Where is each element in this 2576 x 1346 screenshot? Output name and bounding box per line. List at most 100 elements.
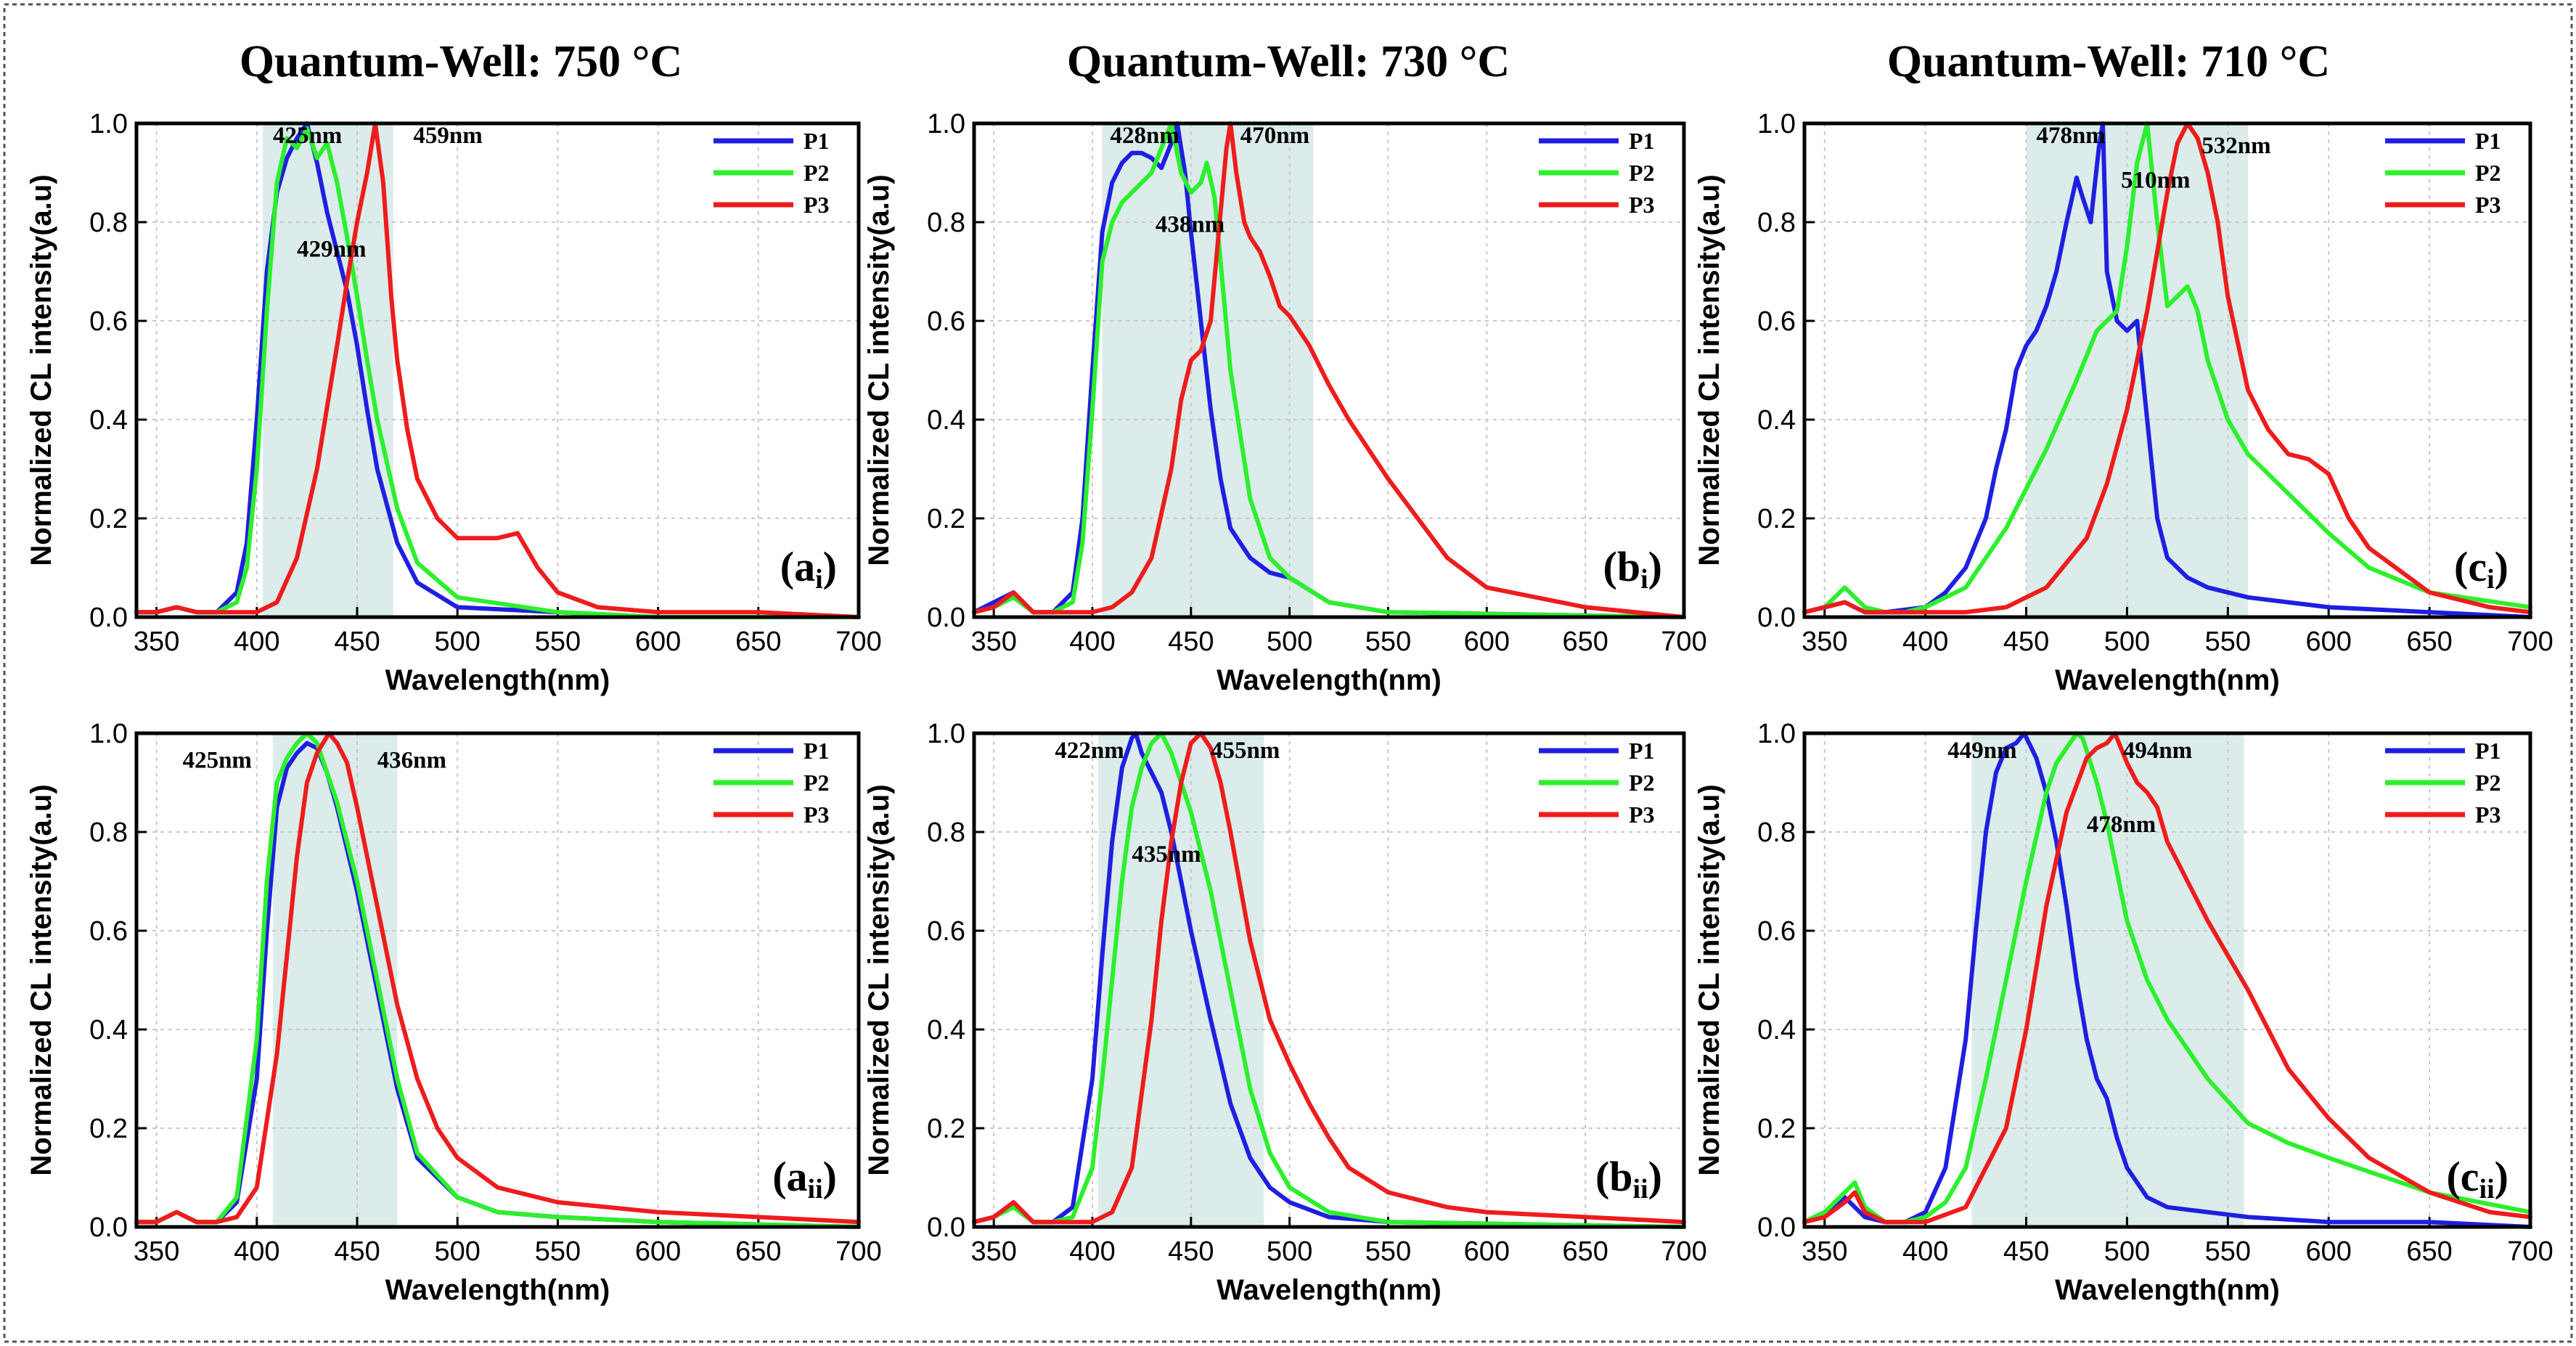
series-line-p1 (972, 121, 1686, 619)
panel-label-close: ) (2495, 543, 2508, 590)
peak-annotation: 449nm (1947, 738, 2016, 764)
y-tick-label: 0.0 (927, 1212, 965, 1243)
x-axis-label: Wavelength(nm) (385, 664, 610, 696)
panel-label-close: ) (1648, 543, 1662, 590)
x-tick-label: 350 (134, 1236, 179, 1267)
x-tick-label: 550 (1365, 1236, 1411, 1267)
chart-panel-a-ii: 350 400 450 500 550 600 650 700 0.0 0.2 0.4 0.6 0.8 1… (25, 719, 882, 1306)
x-tick-label: 500 (435, 627, 481, 657)
x-axis-label: Wavelength(nm) (2055, 1274, 2280, 1306)
plot-border (972, 121, 1686, 619)
x-tick-label: 650 (735, 1236, 781, 1267)
legend-label-p1: P1 (804, 128, 830, 154)
chart-panel-c-i: 350 400 450 500 550 600 650 700 0.0 0.2 0.4 0.6 0.8 1… (1693, 109, 2553, 696)
peak-annotation: 428nm (1110, 123, 1179, 149)
y-tick-label: 0.0 (89, 1212, 128, 1243)
x-tick-label: 450 (334, 627, 380, 657)
peak-annotation: 459nm (413, 123, 482, 149)
y-tick-label: 0.4 (89, 405, 128, 436)
y-tick-label: 1.0 (89, 719, 128, 749)
x-tick-label: 550 (2205, 1236, 2251, 1267)
y-tick-label: 0.2 (927, 504, 965, 534)
x-tick-label: 650 (2406, 627, 2452, 657)
x-tick-label: 400 (1069, 1236, 1115, 1267)
plot-border (134, 121, 861, 619)
x-tick-label: 350 (134, 627, 179, 657)
peak-annotation: 438nm (1156, 212, 1224, 238)
chart-panel-b-i: 350 400 450 500 550 600 650 700 0.0 0.2 0.4 0.6 0.8 1… (863, 109, 1707, 696)
panel-label-letter: (a (772, 1153, 807, 1200)
x-axis-label: Wavelength(nm) (2055, 664, 2280, 696)
legend-label-p2: P2 (2475, 770, 2501, 796)
panel-label-letter: (b (1603, 543, 1641, 590)
column-title-750: Quantum-Well: 750 °C (240, 37, 682, 86)
y-tick-label: 0.0 (1757, 603, 1796, 633)
plot-border (1802, 121, 2532, 619)
y-axis-label: Normalized CL intensity(a.u) (1693, 784, 1725, 1175)
x-tick-label: 550 (535, 627, 581, 657)
column-title-710: Quantum-Well: 710 °C (1887, 37, 2330, 86)
legend-label-p2: P2 (804, 770, 830, 796)
panel-label-close: ) (2495, 1153, 2508, 1200)
x-axis-label: Wavelength(nm) (1217, 1274, 1442, 1306)
x-tick-label: 600 (1464, 627, 1510, 657)
panel-label-subscript: ii (2479, 1174, 2495, 1204)
x-tick-label: 700 (1661, 627, 1706, 657)
x-tick-label: 600 (635, 627, 681, 657)
x-tick-label: 450 (1168, 1236, 1214, 1267)
peak-annotation: 494nm (2123, 738, 2192, 764)
peak-annotation: 429nm (297, 237, 366, 263)
peak-annotation: 425nm (183, 748, 252, 774)
x-tick-label: 450 (1168, 627, 1214, 657)
legend-label-p1: P1 (2475, 738, 2501, 764)
y-tick-label: 0.6 (927, 916, 965, 947)
y-tick-label: 0.0 (927, 603, 965, 633)
peak-annotation: 510nm (2121, 167, 2190, 193)
series-line-p2 (972, 121, 1686, 619)
x-tick-label: 400 (234, 627, 279, 657)
panel-label-close: ) (1648, 1153, 1662, 1200)
highlight-band (1971, 733, 2244, 1227)
y-tick-label: 1.0 (927, 109, 965, 139)
y-tick-label: 0.6 (1757, 916, 1796, 947)
y-tick-label: 0.2 (89, 1114, 128, 1144)
x-tick-label: 550 (2205, 627, 2251, 657)
y-tick-label: 0.8 (927, 208, 965, 238)
x-tick-label: 350 (970, 1236, 1016, 1267)
y-tick-label: 0.6 (89, 306, 128, 337)
y-tick-label: 0.8 (89, 817, 128, 848)
peak-annotation: 455nm (1211, 738, 1280, 764)
chart-panel-b-ii: 350 400 450 500 550 600 650 700 0.0 0.2 0.4 0.6 0.8 1… (863, 719, 1707, 1306)
legend-label-p3: P3 (2475, 802, 2501, 828)
y-tick-label: 0.2 (927, 1114, 965, 1144)
chart-panel-a-i: 350 400 450 500 550 600 650 700 0.0 0.2 0.4 0.6 0.8 1… (25, 109, 882, 696)
y-tick-label: 0.8 (1757, 817, 1796, 848)
x-tick-label: 600 (2306, 1236, 2352, 1267)
legend-label-p1: P1 (1629, 738, 1655, 764)
plot-border (1802, 731, 2532, 1229)
x-tick-label: 700 (2507, 1236, 2553, 1267)
panel-label-letter: (c (2454, 543, 2487, 590)
legend-label-p2: P2 (1629, 770, 1655, 796)
panel-label-subscript: ii (808, 1174, 823, 1204)
peak-annotation: 436nm (377, 748, 446, 774)
x-tick-label: 400 (234, 1236, 279, 1267)
panel-label-subscript: i (815, 564, 823, 595)
legend-label-p2: P2 (2475, 160, 2501, 186)
x-tick-label: 700 (1661, 1236, 1706, 1267)
x-tick-label: 500 (435, 1236, 481, 1267)
legend-label-p1: P1 (804, 738, 830, 764)
panel-label-close: ) (823, 543, 837, 590)
panel-label-subscript: ii (1633, 1174, 1648, 1204)
x-tick-label: 550 (1365, 627, 1411, 657)
panel-label: (bi) (1603, 543, 1662, 595)
series-line-p3 (134, 121, 861, 619)
panel-label-subscript: i (1640, 564, 1648, 595)
x-tick-label: 700 (835, 1236, 881, 1267)
x-tick-label: 650 (735, 627, 781, 657)
legend-label-p3: P3 (1629, 802, 1655, 828)
panel-label: (bii) (1595, 1153, 1662, 1204)
legend-label-p1: P1 (2475, 128, 2501, 154)
x-tick-label: 400 (1069, 627, 1115, 657)
panel-label-letter: (b (1595, 1153, 1633, 1200)
